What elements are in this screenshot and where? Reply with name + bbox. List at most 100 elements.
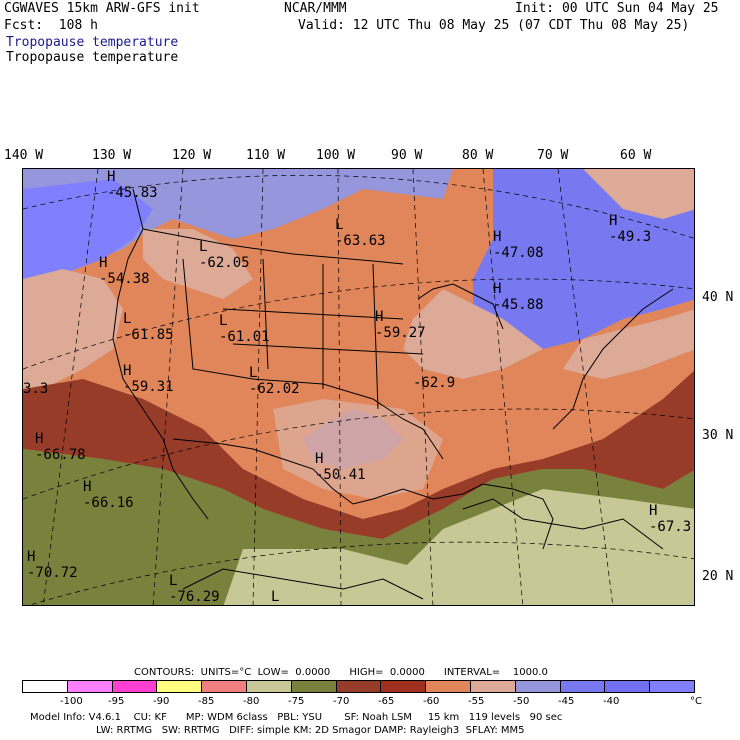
colorbar-swatch-0 — [23, 681, 68, 692]
map-label-2: H -47.08 — [493, 229, 544, 261]
lon-label-100w: 100 W — [316, 148, 356, 163]
map-label-3: H -49.3 — [609, 213, 652, 245]
map-label-1: L -63.63 — [335, 217, 386, 249]
colorbar-swatch-2 — [112, 681, 158, 692]
region-west-pink — [23, 269, 123, 389]
map-label-14: H -66.78 — [35, 431, 86, 463]
region-northwest — [23, 179, 153, 289]
map-label-17: H -67.3 — [649, 503, 692, 535]
map-label-5: H -54.38 — [99, 255, 150, 287]
colorbar-swatch-9 — [426, 681, 471, 692]
init-time: Init: 00 UTC Sun 04 May 25 — [515, 1, 719, 16]
colorbar-tick-4: -80 — [243, 696, 260, 707]
model-info-line1: Model Info: V4.6.1 CU: KF MP: WDM 6class… — [30, 712, 563, 723]
lat-label-30n: 30 N — [702, 428, 734, 443]
map-label-12: L -62.02 — [249, 365, 300, 397]
map-label-8: L -61.01 — [219, 313, 270, 345]
lon-label-80w: 80 W — [462, 148, 494, 163]
colorbar-swatch-14 — [650, 681, 694, 692]
model-info-line2: LW: RRTMG SW: RRTMG DIFF: simple KM: 2D … — [96, 725, 525, 736]
colorbar-tick-0: -100 — [60, 696, 83, 707]
map-label-9: H -59.27 — [375, 309, 426, 341]
lon-label-90w: 90 W — [391, 148, 423, 163]
gridline-lon-120 — [152, 169, 184, 605]
region-south-pink — [273, 399, 443, 499]
colorbar-tick-10: -50 — [513, 696, 530, 707]
region-south-tan — [223, 549, 442, 605]
valid-time: Valid: 12 UTC Thu 08 May 25 (07 CDT Thu … — [298, 18, 690, 33]
colorbar-swatch-4 — [202, 681, 247, 692]
lon-label-70w: 70 W — [537, 148, 569, 163]
organization: NCAR/MMM — [284, 1, 347, 16]
east-coast — [552, 288, 674, 430]
lon-label-60w: 60 W — [620, 148, 652, 163]
region-northeast — [473, 169, 694, 349]
map-label-10: 3.3 — [23, 381, 49, 397]
lat-label-20n: 20 N — [702, 569, 734, 584]
map-label-13: -62.9 — [413, 375, 456, 391]
colorbar-swatch-7 — [336, 681, 382, 692]
region-southern-red-band — [23, 370, 694, 539]
colorbar-tick-5: -75 — [288, 696, 305, 707]
colorbar-tick-9: -55 — [468, 696, 485, 707]
state-lines — [182, 258, 444, 460]
colorbar-tick-11: -45 — [558, 696, 575, 707]
region-ne-corner-pink — [583, 169, 694, 219]
lon-label-120w: 120 W — [172, 148, 212, 163]
colorbar-swatch-8 — [381, 681, 427, 692]
west-coast — [112, 188, 209, 520]
gridline-lat-30 — [23, 408, 694, 500]
colorbar-swatch-5 — [246, 681, 292, 692]
gridline-lat-50 — [23, 175, 694, 239]
gridline-lat-40 — [23, 278, 694, 370]
colorbar-swatch-11 — [515, 681, 561, 692]
field-name-1: Tropopause temperature — [6, 35, 179, 50]
colorbar-swatch-13 — [605, 681, 651, 692]
colorbar-tick-7: -65 — [378, 696, 395, 707]
map-label-19: L -76.29 — [169, 573, 220, 605]
field-name-2: Tropopause temperature — [6, 50, 179, 65]
lon-label-110w: 110 W — [246, 148, 286, 163]
gridline-lon-110 — [252, 169, 264, 605]
colorbar-swatch-6 — [291, 681, 337, 692]
map-label-4: L -62.05 — [199, 239, 250, 271]
map-label-6: H -45.88 — [493, 281, 544, 313]
colorbar-tick-unit: °C — [690, 696, 702, 707]
gridline-lon-130 — [42, 169, 99, 605]
map-label-18: H -70.72 — [27, 549, 78, 581]
colorbar-tick-6: -70 — [333, 696, 350, 707]
map-label-16: H -66.16 — [83, 479, 134, 511]
graticule — [23, 169, 694, 605]
lon-label-130w: 130 W — [92, 148, 132, 163]
tropopause-temperature-map — [23, 169, 694, 605]
map-label-0: H -45.83 — [107, 169, 158, 201]
gridline-lon-80 — [482, 169, 524, 605]
colorbar-tick-8: -60 — [423, 696, 440, 707]
us-canada-border — [142, 228, 404, 265]
gridline-lon-70 — [557, 169, 614, 605]
colorbar-tick-1: -95 — [108, 696, 125, 707]
colorbar-tick-2: -90 — [153, 696, 170, 707]
colorbar-swatch-3 — [157, 681, 203, 692]
map-label-11: H -59.31 — [123, 363, 174, 395]
mexico-coast — [182, 568, 424, 600]
colorbar-tick-3: -85 — [198, 696, 215, 707]
model-title: CGWAVES 15km ARW-GFS init — [4, 1, 200, 16]
florida-coast — [482, 483, 554, 550]
map-label-20: L — [271, 589, 280, 605]
forecast-hour: Fcst: 108 h — [4, 18, 98, 33]
state-grid — [222, 258, 424, 410]
great-lakes — [417, 283, 504, 330]
map-panel: H -45.83 L -63.63 H -47.08 H -49.3 L -62… — [22, 168, 695, 606]
colorbar — [22, 680, 695, 693]
region-southeast-tan — [403, 489, 694, 605]
map-label-7: L -61.85 — [123, 311, 174, 343]
region-rockies-pink — [143, 229, 253, 299]
region-east-pink — [563, 309, 694, 379]
caribbean — [462, 498, 664, 550]
colorbar-tick-12: -40 — [603, 696, 620, 707]
lon-label-140w: 140 W — [4, 148, 44, 163]
map-label-15: H -50.41 — [315, 451, 366, 483]
gridline-lon-90 — [412, 169, 434, 605]
coastlines — [112, 188, 674, 600]
